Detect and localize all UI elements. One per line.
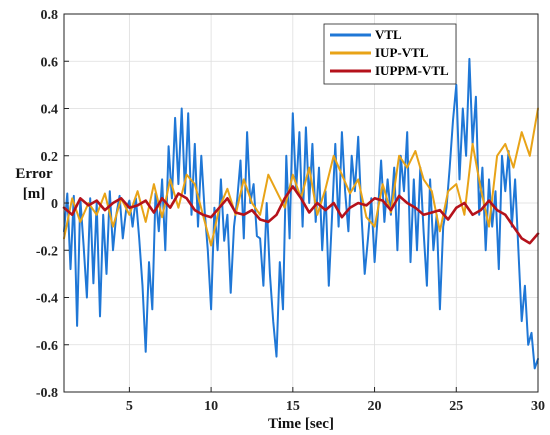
series-line-iuppm-vtl <box>62 185 540 245</box>
y-tick-label: 0.6 <box>41 55 59 70</box>
x-tick-label: 30 <box>531 399 545 414</box>
y-tick-label: 0 <box>51 197 58 212</box>
y-tick-label: -0.2 <box>36 244 58 259</box>
legend-label-vtl: VTL <box>375 27 402 42</box>
x-tick-label: 10 <box>204 399 218 414</box>
y-tick-label: -0.4 <box>36 292 58 307</box>
data-series <box>62 57 540 370</box>
legend-label-iuppm-vtl: IUPPM-VTL <box>375 63 449 78</box>
series-line-vtl <box>63 57 539 370</box>
x-tick-label: 15 <box>286 399 300 414</box>
axis-ticks: 5 10 15 20 25 30 -0.8 -0.6 -0.4 -0.2 0 0.2 0.4 0.6 0.8 <box>36 8 545 414</box>
y-axis-label-line1: Error <box>15 166 53 182</box>
x-tick-label: 20 <box>368 399 382 414</box>
x-tick-label: 25 <box>449 399 463 414</box>
y-tick-label: -0.6 <box>36 339 58 354</box>
x-tick-label: 5 <box>126 399 133 414</box>
y-tick-label: 0.4 <box>41 103 59 118</box>
y-tick-label: 0.8 <box>41 8 59 23</box>
y-tick-label: -0.8 <box>36 386 58 401</box>
x-axis-label: Time [sec] <box>268 416 334 432</box>
y-axis-label-line2: [m] <box>23 186 46 202</box>
y-tick-label: 0.2 <box>41 150 59 165</box>
legend: VTL IUP-VTL IUPPM-VTL <box>323 23 457 85</box>
legend-label-iup-vtl: IUP-VTL <box>375 45 429 60</box>
